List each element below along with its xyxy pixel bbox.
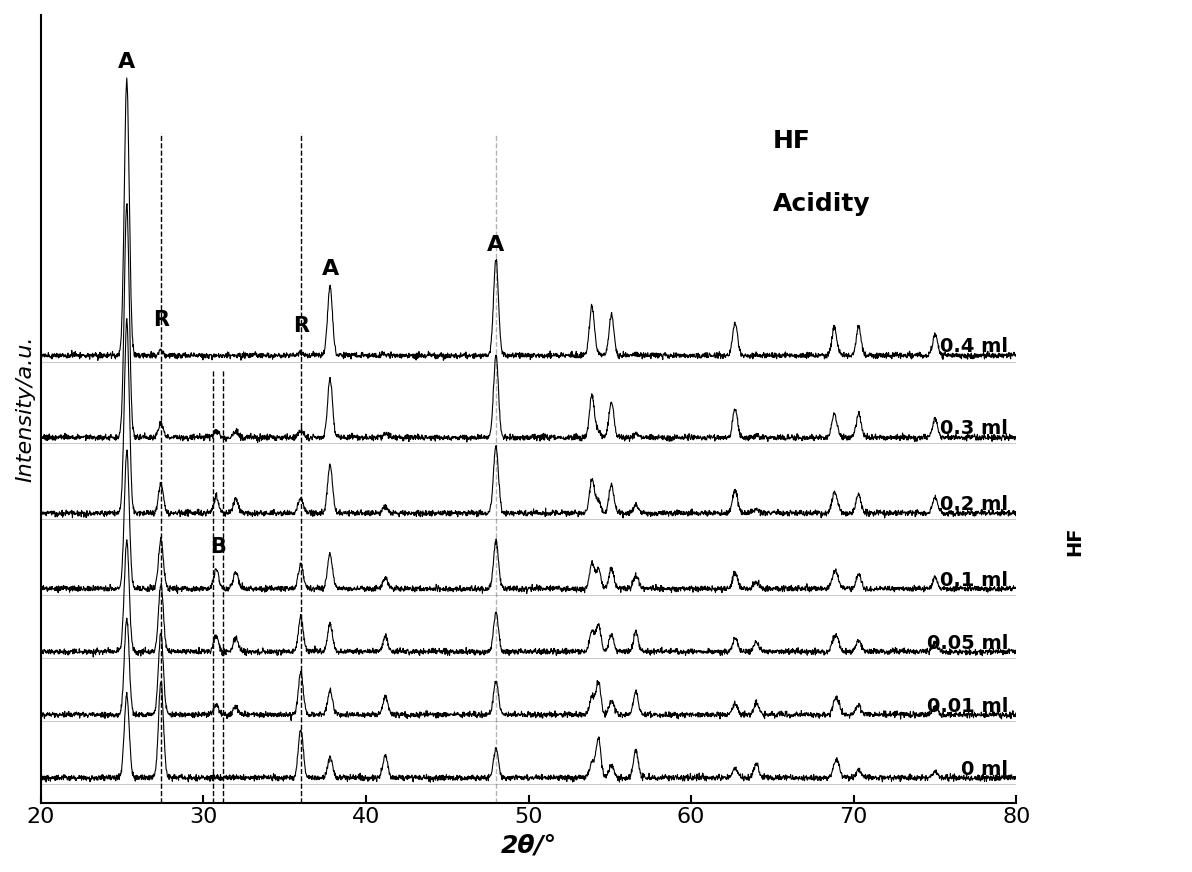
Text: 0.3 ml: 0.3 ml xyxy=(940,419,1008,439)
Text: HF: HF xyxy=(772,129,811,153)
Text: HF: HF xyxy=(1066,527,1085,555)
Text: A: A xyxy=(322,259,339,279)
X-axis label: 2θ/°: 2θ/° xyxy=(501,833,557,857)
Text: Acidity: Acidity xyxy=(772,192,870,216)
Text: 0.4 ml: 0.4 ml xyxy=(940,337,1008,357)
Text: 0.2 ml: 0.2 ml xyxy=(940,495,1008,514)
Y-axis label: Intensity/a.u.: Intensity/a.u. xyxy=(15,336,35,482)
Text: B: B xyxy=(210,537,225,557)
Text: A: A xyxy=(488,235,504,255)
Text: 0 ml: 0 ml xyxy=(961,760,1008,779)
Text: R: R xyxy=(153,310,169,330)
Text: 0.01 ml: 0.01 ml xyxy=(927,697,1008,716)
Text: 0.1 ml: 0.1 ml xyxy=(940,570,1008,589)
Text: A: A xyxy=(118,51,136,72)
Text: R: R xyxy=(293,317,309,337)
Text: 0.05 ml: 0.05 ml xyxy=(927,634,1008,652)
